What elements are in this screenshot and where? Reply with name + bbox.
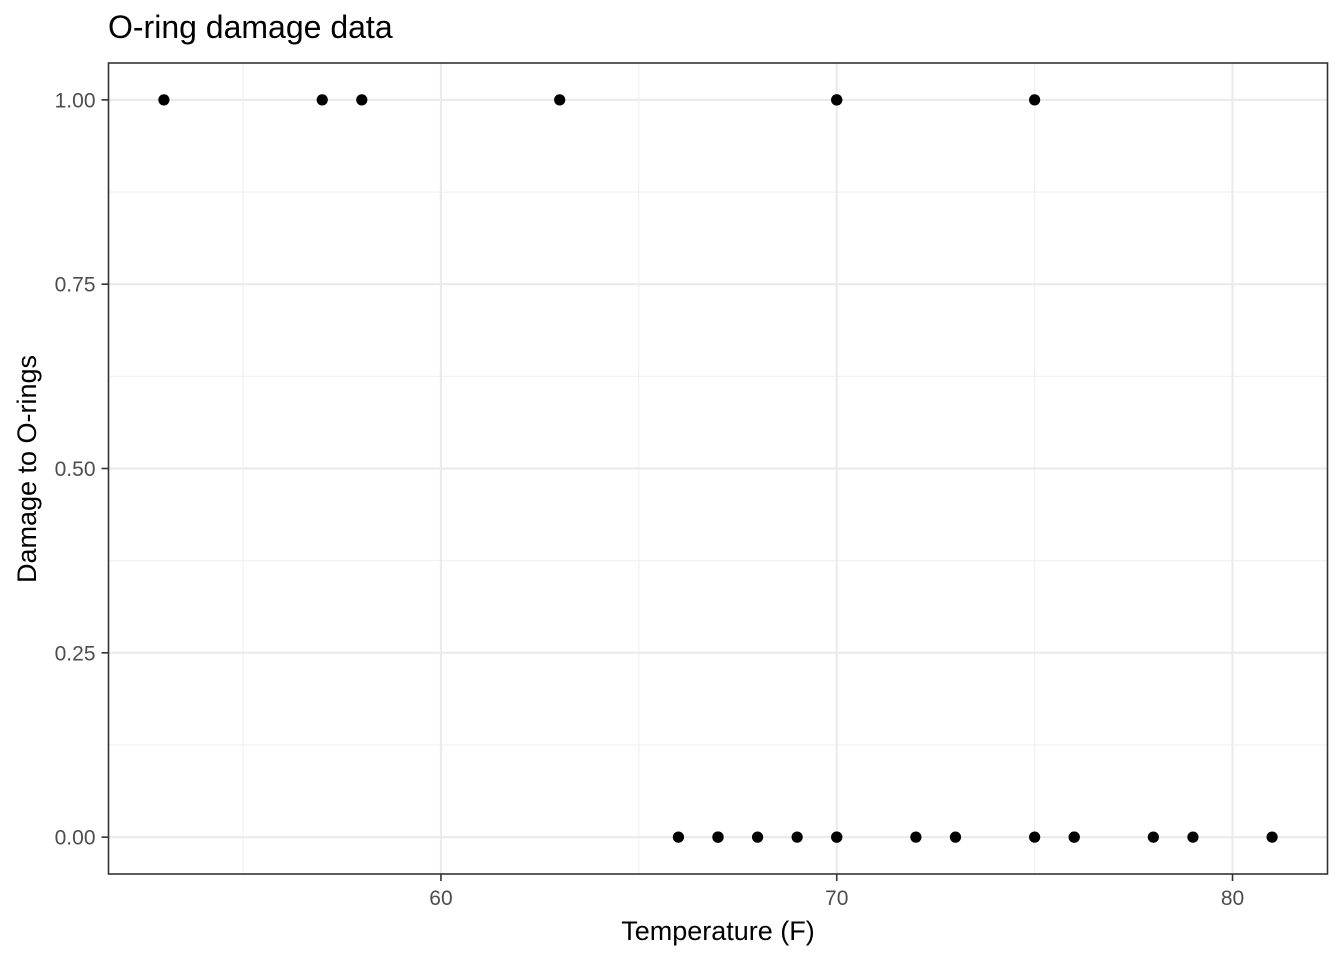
data-point <box>158 94 170 106</box>
data-point <box>1147 831 1159 843</box>
y-tick-label: 0.00 <box>55 827 96 850</box>
data-point <box>949 831 962 843</box>
data-point <box>1029 831 1041 843</box>
data-point <box>554 94 566 106</box>
y-axis-title: Damage to O-rings <box>12 355 42 583</box>
data-point <box>1029 94 1041 106</box>
data-point <box>316 94 328 106</box>
x-tick-label: 70 <box>825 887 848 910</box>
y-tick-label: 0.75 <box>55 274 96 297</box>
data-point <box>910 831 922 843</box>
grid <box>108 63 1328 874</box>
data-point <box>751 831 764 843</box>
y-tick-label: 0.50 <box>55 458 96 481</box>
y-tick-label: 0.25 <box>55 642 96 665</box>
data-point <box>831 831 843 843</box>
data-point <box>1266 831 1278 843</box>
data-point <box>831 94 843 106</box>
data-points <box>158 94 1278 843</box>
data-point <box>712 831 724 843</box>
x-tick-label: 60 <box>429 887 452 910</box>
x-axis-title: Temperature (F) <box>621 916 815 946</box>
data-point <box>1187 831 1199 843</box>
y-axis: 0.00 0.25 0.50 0.75 1.00 <box>55 89 109 850</box>
chart-title: O-ring damage data <box>108 9 393 45</box>
y-tick-label: 1.00 <box>55 89 96 112</box>
x-axis: 60 70 80 <box>429 874 1244 910</box>
data-point <box>356 94 368 106</box>
data-point <box>791 831 803 843</box>
data-point <box>1068 831 1080 843</box>
x-tick-label: 80 <box>1221 887 1244 910</box>
data-point <box>672 831 685 843</box>
